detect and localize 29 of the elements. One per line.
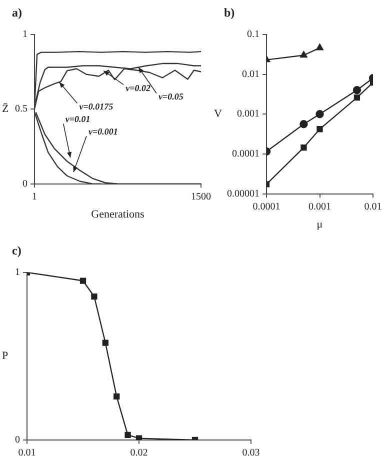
x-tick-label: 0.001 [308, 201, 331, 212]
x-axis-title: Generations [91, 208, 144, 220]
annotation: v=0.0175 [79, 102, 114, 112]
y-axis-title: V [214, 108, 222, 120]
y-tick-label: 0.1 [247, 29, 260, 40]
x-tick-label: 0.01 [364, 201, 382, 212]
chart-title: b) [224, 5, 235, 20]
x-axis-title: μ [316, 218, 323, 230]
annotation: v=0.001 [88, 126, 118, 136]
y-axis-title: Z̄ [2, 102, 9, 115]
x-tick-label: 0.0001 [252, 201, 280, 212]
y-tick-label: 0.5 [15, 104, 28, 115]
y-tick-label: 1 [15, 267, 20, 278]
x-tick-label: 0.02 [130, 448, 148, 459]
annotation: v=0.05 [158, 92, 184, 102]
y-tick-label: 0 [22, 178, 28, 190]
y-tick-label: 0.0001 [232, 148, 260, 160]
y-axis-title: P [2, 350, 8, 362]
x-tick-label: 0.03 [242, 448, 260, 459]
y-tick-label: 0 [15, 434, 20, 446]
y-tick-label: 0.001 [237, 108, 260, 120]
y-tick-label: 0.01 [242, 68, 260, 80]
y-tick-label: 1 [22, 29, 28, 40]
annotation: v=0.01 [65, 114, 90, 124]
chart-title: c) [12, 243, 22, 258]
x-tick-label: 1500 [191, 191, 211, 202]
annotation: v=0.02 [126, 83, 151, 94]
y-tick-label: 0.00001 [227, 188, 260, 200]
chart-title: a) [12, 5, 22, 20]
